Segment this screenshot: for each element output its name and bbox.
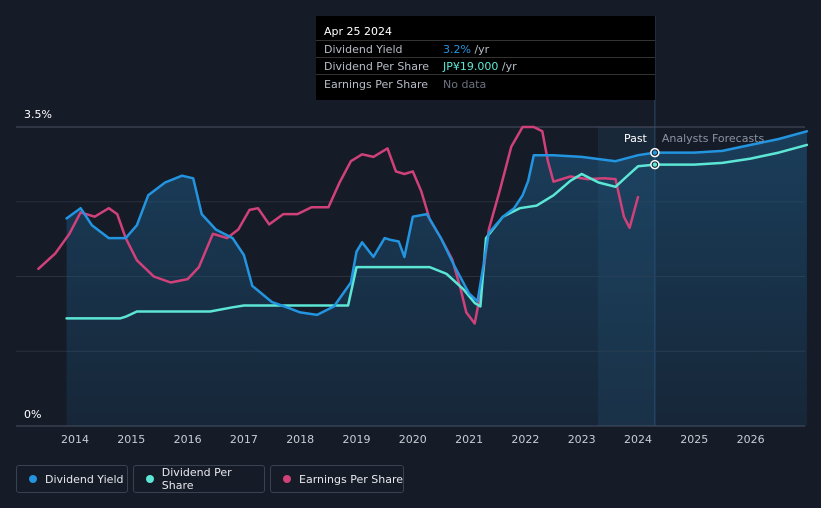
- marker-dot-dividend-per-share: [652, 162, 658, 167]
- x-tick-2023: 2023: [568, 433, 596, 446]
- tooltip-value-dividend-yield: 3.2% /yr: [443, 43, 490, 56]
- legend-dividend-yield[interactable]: Dividend Yield: [16, 465, 128, 493]
- x-tick-2020: 2020: [399, 433, 427, 446]
- x-tick-2025: 2025: [680, 433, 708, 446]
- forecast-label: Analysts Forecasts: [662, 132, 765, 145]
- x-tick-2014: 2014: [61, 433, 89, 446]
- tooltip-date: Apr 25 2024: [324, 25, 393, 38]
- x-tick-2021: 2021: [455, 433, 483, 446]
- past-label: Past: [624, 132, 648, 145]
- tooltip-label-earnings-per-share: Earnings Per Share: [324, 78, 429, 91]
- x-tick-2018: 2018: [286, 433, 314, 446]
- tooltip-label-dividend-per-share: Dividend Per Share: [324, 60, 430, 73]
- x-tick-2016: 2016: [174, 433, 202, 446]
- legend-label: Earnings Per Share: [299, 472, 404, 486]
- legend-dot-icon: [283, 475, 291, 483]
- x-tick-2026: 2026: [737, 433, 765, 446]
- x-tick-2017: 2017: [230, 433, 258, 446]
- x-tick-2015: 2015: [117, 433, 145, 446]
- series-line-earnings-per-share: [37, 125, 640, 325]
- tooltip-value-dividend-per-share: JP¥19.000 /yr: [443, 60, 517, 73]
- x-tick-2022: 2022: [511, 433, 539, 446]
- dividend-yield-area: [66, 131, 807, 427]
- legend-label: Dividend Yield: [45, 472, 124, 486]
- legend-dot-icon: [146, 475, 154, 483]
- series-line-dividend-yield: [65, 130, 809, 317]
- legend-earnings-per-share[interactable]: Earnings Per Share: [270, 465, 404, 493]
- x-tick-2024: 2024: [624, 433, 652, 446]
- y-axis-top-label: 3.5%: [24, 108, 52, 121]
- legend-dividend-per-share[interactable]: Dividend Per Share: [133, 465, 265, 493]
- legend-dot-icon: [29, 475, 37, 483]
- series-line-dividend-per-share: [65, 143, 809, 320]
- tooltip-label-dividend-yield: Dividend Yield: [324, 43, 403, 56]
- tooltip: Apr 25 2024 Dividend Yield 3.2% /yr Divi…: [316, 16, 655, 100]
- x-tick-2019: 2019: [343, 433, 371, 446]
- tooltip-value-earnings-per-share: No data: [443, 78, 487, 91]
- marker-dot-dividend-yield: [652, 150, 658, 155]
- y-axis-bottom-label: 0%: [24, 408, 41, 421]
- legend-label: Dividend Per Share: [161, 466, 232, 492]
